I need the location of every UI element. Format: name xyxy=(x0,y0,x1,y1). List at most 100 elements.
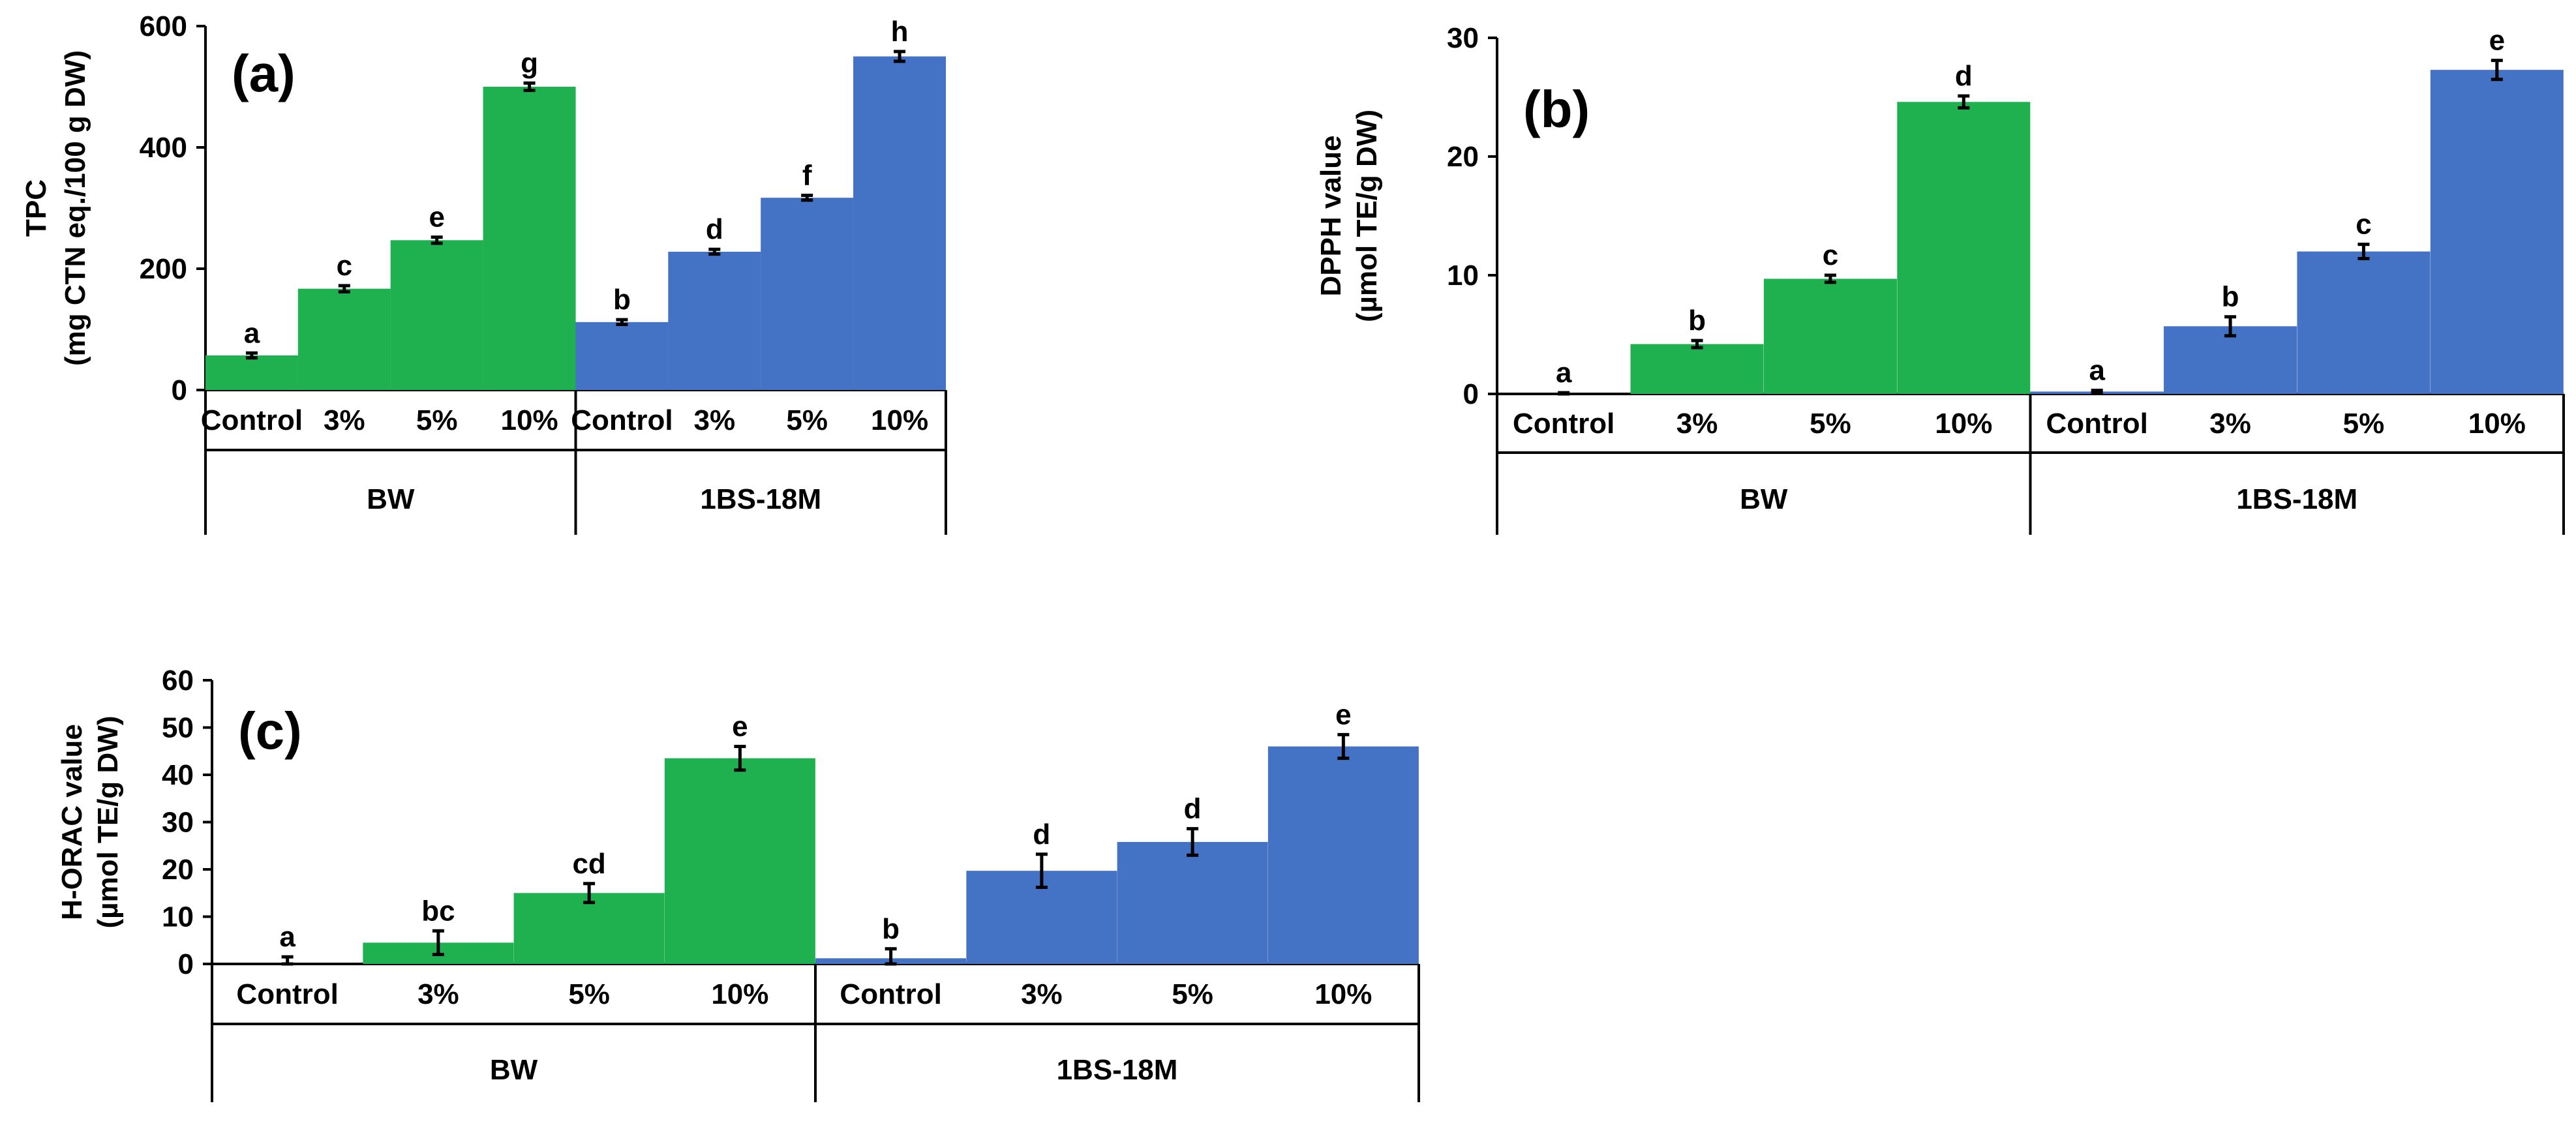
x-category-label: Control xyxy=(571,404,673,436)
group-label: 1BS-18M xyxy=(2236,483,2357,515)
x-category-label: Control xyxy=(1513,408,1614,440)
significance-letter: b xyxy=(2222,281,2239,313)
y-tick-label: 0 xyxy=(172,374,187,406)
significance-letter: c xyxy=(337,250,352,282)
bar-bw-1 xyxy=(297,288,391,390)
x-category-label: 10% xyxy=(871,404,928,436)
significance-letter: h xyxy=(891,16,909,48)
bar-bw-3 xyxy=(664,758,815,964)
y-tick-label: 40 xyxy=(162,759,194,791)
bar-bs-2 xyxy=(761,198,854,390)
bar-bw-3 xyxy=(1897,102,2031,394)
significance-letter: d xyxy=(706,213,723,245)
significance-letter: cd xyxy=(572,848,605,880)
x-category-label: 5% xyxy=(416,404,458,436)
x-category-label: 5% xyxy=(1810,408,1851,440)
x-category-label: Control xyxy=(2046,408,2147,440)
y-axis-title-line-2: (µmol TE/g DW) xyxy=(1351,110,1383,322)
y-tick-label: 60 xyxy=(162,665,194,697)
y-tick-label: 10 xyxy=(1447,260,1479,292)
x-category-label: 3% xyxy=(1021,978,1063,1010)
y-tick-label: 400 xyxy=(140,132,187,164)
chart-panel-b: 0 10 20 30 DPPH value (µmol TE/g DW) (b) a Contr… xyxy=(1315,22,2565,535)
significance-letter: a xyxy=(1556,357,1572,389)
significance-letter: f xyxy=(802,159,812,191)
x-category-label: 10% xyxy=(711,978,768,1010)
significance-letter: e xyxy=(429,202,444,233)
significance-letter: a xyxy=(2089,355,2105,387)
significance-letter: b xyxy=(1688,305,1706,337)
group-label: 1BS-18M xyxy=(1057,1054,1178,1086)
bar-bs-3 xyxy=(1267,746,1419,964)
panel-label: (c) xyxy=(238,702,302,760)
y-axis-title-line-1: DPPH value xyxy=(1315,136,1347,297)
panel-label: (a) xyxy=(232,44,295,102)
group-label: BW xyxy=(367,483,415,515)
x-category-label: Control xyxy=(201,404,303,436)
x-category-label: 5% xyxy=(568,978,610,1010)
x-category-label: 5% xyxy=(2343,408,2385,440)
bar-bw-2 xyxy=(390,240,483,390)
y-tick-label: 20 xyxy=(162,854,194,886)
y-axis-title-line-1: TPC xyxy=(20,179,52,237)
y-axis-title-line-2: (µmol TE/g DW) xyxy=(92,716,124,929)
significance-letter: c xyxy=(2356,209,2371,241)
significance-letter: d xyxy=(1955,60,1973,92)
significance-letter: b xyxy=(882,913,900,945)
significance-letter: a xyxy=(279,921,295,953)
y-tick-label: 30 xyxy=(1447,22,1479,54)
y-tick-label: 10 xyxy=(162,901,194,933)
x-category-label: 3% xyxy=(2209,408,2251,440)
bar-bs-1 xyxy=(668,251,761,390)
x-category-label: Control xyxy=(840,978,941,1010)
significance-letter: bc xyxy=(421,895,455,927)
x-category-label: 10% xyxy=(1314,978,1372,1010)
y-tick-label: 50 xyxy=(162,712,194,744)
y-tick-label: 30 xyxy=(162,807,194,839)
x-category-label: 10% xyxy=(1935,408,1992,440)
x-category-label: 3% xyxy=(694,404,736,436)
significance-letter: d xyxy=(1033,819,1050,850)
bar-bs-2 xyxy=(1117,841,1268,964)
bar-bw-2 xyxy=(1763,278,1897,394)
significance-letter: a xyxy=(244,317,260,349)
panel-label: (b) xyxy=(1523,80,1590,138)
group-label: 1BS-18M xyxy=(700,483,821,515)
bar-bw-2 xyxy=(513,893,665,964)
significance-letter: e xyxy=(2489,25,2505,57)
significance-letter: c xyxy=(1823,239,1838,271)
bar-bw-3 xyxy=(483,87,576,390)
y-tick-label: 200 xyxy=(140,253,187,285)
bar-bs-0 xyxy=(575,322,669,390)
group-label: BW xyxy=(490,1054,538,1086)
x-category-label: 3% xyxy=(1676,408,1718,440)
x-category-label: 3% xyxy=(324,404,365,436)
y-tick-label: 0 xyxy=(178,948,194,980)
bar-bw-0 xyxy=(205,355,298,390)
x-category-label: 10% xyxy=(501,404,558,436)
x-category-label: 5% xyxy=(786,404,828,436)
significance-letter: d xyxy=(1184,793,1202,825)
significance-letter: g xyxy=(521,47,538,79)
chart-panel-c: 0 10 20 30 40 50 60 H-ORAC value (µmol TE/g DW) (… xyxy=(56,665,1420,1102)
y-axis-title-line-2: (mg CTN eq./100 g DW) xyxy=(59,50,91,366)
y-tick-label: 20 xyxy=(1447,141,1479,173)
y-axis-title-line-1: H-ORAC value xyxy=(56,724,88,920)
significance-letter: b xyxy=(613,284,631,316)
x-category-label: 5% xyxy=(1172,978,1213,1010)
x-category-label: Control xyxy=(236,978,338,1010)
chart-panel-a: 0 200 400 600 TPC (mg CTN eq./100 g DW) (a) a Co… xyxy=(20,10,947,535)
group-label: BW xyxy=(1740,483,1788,515)
bar-bs-1 xyxy=(2164,326,2297,394)
significance-letter: e xyxy=(1335,699,1351,730)
x-category-label: 3% xyxy=(417,978,459,1010)
y-tick-label: 0 xyxy=(1463,378,1479,410)
significance-letter: e xyxy=(732,711,748,743)
y-tick-label: 600 xyxy=(140,10,187,42)
bar-bs-3 xyxy=(2430,70,2564,394)
bar-bw-1 xyxy=(1630,344,1764,394)
bar-bs-2 xyxy=(2297,251,2431,394)
x-category-label: 10% xyxy=(2468,408,2526,440)
bar-bs-3 xyxy=(853,56,947,390)
